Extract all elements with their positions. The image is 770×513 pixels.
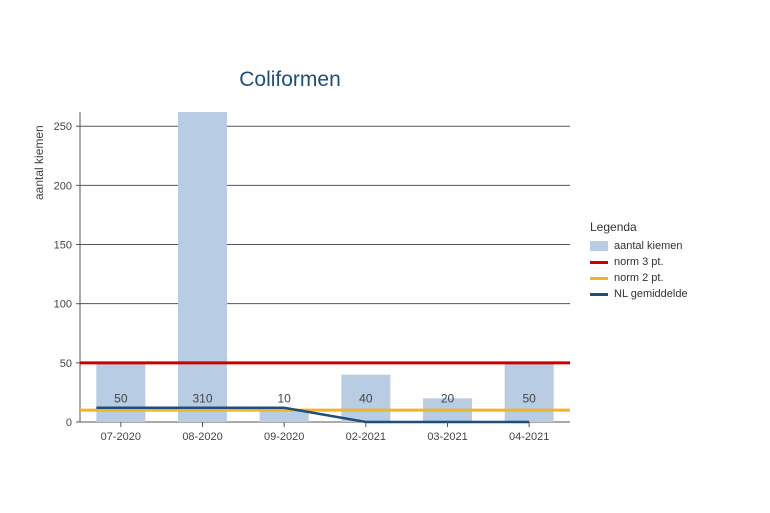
x-tick-label: 07-2020 — [101, 431, 141, 443]
y-axis-label: aantal kiemen — [32, 125, 46, 200]
bar-label: 20 — [441, 391, 455, 405]
chart-title: Coliformen — [0, 68, 580, 92]
x-tick-label: 02-2021 — [346, 431, 386, 443]
bar-label: 40 — [359, 391, 373, 405]
legend-item: norm 3 pt. — [590, 254, 688, 270]
bar-label: 310 — [192, 391, 212, 405]
x-tick-label: 04-2021 — [509, 431, 549, 443]
legend-item: aantal kiemen — [590, 238, 688, 254]
legend-label: NL gemiddelde — [614, 288, 688, 300]
y-tick-label: 0 — [66, 417, 72, 429]
x-tick-label: 03-2021 — [427, 431, 467, 443]
legend-swatch — [590, 261, 608, 264]
bar-label: 50 — [114, 391, 128, 405]
legend-label: norm 2 pt. — [614, 272, 664, 284]
y-tick-label: 200 — [54, 180, 72, 192]
bar-label: 10 — [277, 391, 291, 405]
x-tick-label: 09-2020 — [264, 431, 304, 443]
y-tick-label: 250 — [54, 121, 72, 133]
legend-swatch — [590, 293, 608, 296]
y-tick-label: 50 — [60, 358, 72, 370]
chart-plot: 050100150200250503101040205007-202008-20… — [80, 112, 570, 422]
legend-swatch — [590, 277, 608, 280]
y-tick-label: 100 — [54, 299, 72, 311]
legend-title: Legenda — [590, 220, 688, 234]
legend-label: norm 3 pt. — [614, 256, 664, 268]
x-tick-label: 08-2020 — [182, 431, 222, 443]
bar — [178, 112, 227, 422]
legend-item: norm 2 pt. — [590, 270, 688, 286]
legend: Legenda aantal kiemen norm 3 pt. norm 2 pt… — [590, 220, 688, 302]
legend-label: aantal kiemen — [614, 240, 683, 252]
bar-label: 50 — [522, 391, 536, 405]
legend-item: NL gemiddelde — [590, 286, 688, 302]
y-tick-label: 150 — [54, 240, 72, 252]
legend-swatch — [590, 241, 608, 251]
